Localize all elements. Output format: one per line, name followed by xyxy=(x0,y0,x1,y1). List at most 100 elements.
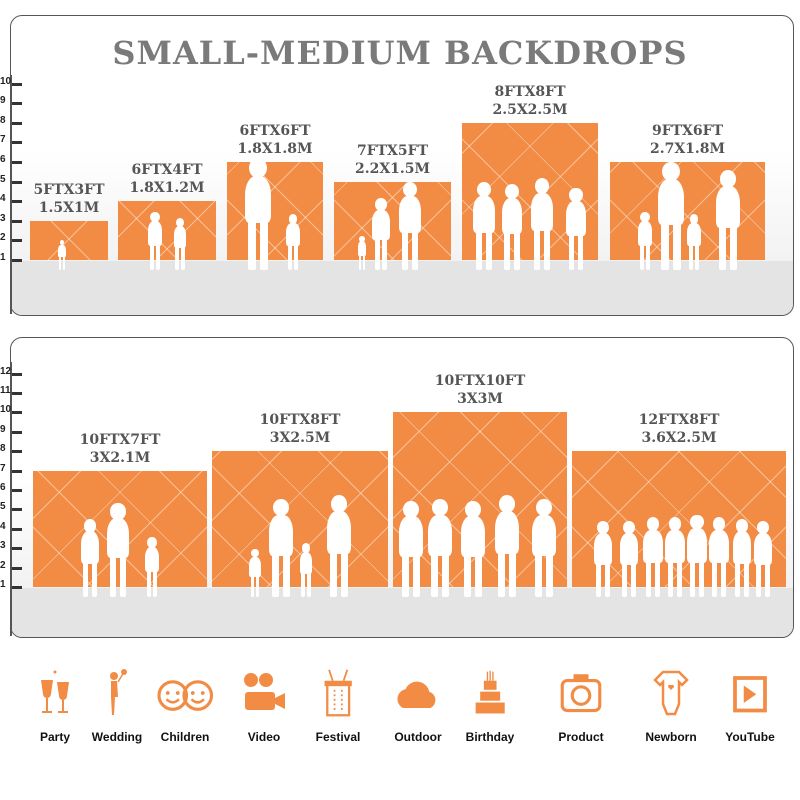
person-silhouette xyxy=(685,515,709,597)
torso xyxy=(665,529,685,564)
torso xyxy=(501,197,523,234)
head xyxy=(273,499,289,517)
legs xyxy=(156,243,161,270)
torso xyxy=(530,192,554,232)
head xyxy=(498,495,516,513)
legs xyxy=(62,256,65,270)
torso xyxy=(461,516,485,557)
legs xyxy=(509,550,517,597)
size-feet: 5FTX3FT xyxy=(33,181,105,198)
head xyxy=(719,170,736,188)
legs xyxy=(181,246,185,270)
legs xyxy=(718,224,726,270)
person-silhouette xyxy=(141,537,163,597)
size-feet: 10FTX8FT xyxy=(259,412,341,429)
head xyxy=(534,178,550,195)
size-feet: 12FTX8FT xyxy=(638,412,720,429)
axis-tick: 8 xyxy=(0,443,22,455)
use-case-label: Festival xyxy=(315,730,361,744)
gift-box-icon xyxy=(303,668,373,718)
axis-tick: 12 xyxy=(0,366,22,378)
legs xyxy=(272,551,280,597)
legs xyxy=(596,562,602,597)
torso xyxy=(299,551,313,575)
legs xyxy=(695,244,700,270)
head xyxy=(569,188,583,203)
children-faces-icon xyxy=(150,668,220,718)
tick-mark xyxy=(12,586,22,589)
head xyxy=(735,519,749,533)
legs xyxy=(175,246,179,270)
legs xyxy=(497,550,505,597)
legs xyxy=(711,560,718,597)
use-case-label: Party xyxy=(39,730,71,744)
tick-mark xyxy=(12,121,22,125)
legs xyxy=(676,560,683,597)
tick-mark xyxy=(12,469,22,473)
legs xyxy=(374,236,380,270)
baby-onesie-icon xyxy=(636,668,706,718)
use-case-children: Children xyxy=(150,668,220,744)
use-case-product: Product xyxy=(546,668,616,744)
legs xyxy=(412,552,420,597)
person-silhouette xyxy=(684,214,703,270)
legs xyxy=(673,220,681,270)
axis-tick: 4 xyxy=(0,521,22,533)
person-silhouette xyxy=(663,517,687,597)
axis-tick: 1 xyxy=(0,252,22,264)
legs xyxy=(646,243,651,270)
size-meters: 1.8X1.8M xyxy=(237,141,313,157)
legs xyxy=(382,236,388,270)
torso xyxy=(286,222,300,247)
legs xyxy=(734,561,741,597)
legs xyxy=(250,574,255,597)
person-silhouette xyxy=(635,212,654,270)
size-meters: 2.2X1.5M xyxy=(354,160,431,177)
tick-label: 9 xyxy=(0,95,6,107)
head xyxy=(175,218,185,228)
tick-mark xyxy=(12,141,22,145)
tick-label: 3 xyxy=(0,540,6,552)
legs xyxy=(545,551,553,597)
torso xyxy=(173,226,187,249)
tick-mark xyxy=(12,392,22,395)
tick-label: 8 xyxy=(0,114,6,126)
person-silhouette xyxy=(731,519,753,597)
torso xyxy=(58,244,66,258)
backdrop-label: 10FTX8FT 3X2.5M xyxy=(260,411,341,447)
tick-label: 2 xyxy=(0,559,6,571)
axis-tick: 6 xyxy=(0,482,22,494)
size-meters: 2.5X2.5M xyxy=(492,101,568,118)
person-silhouette xyxy=(618,521,640,597)
torso xyxy=(709,529,729,564)
use-case-label: Birthday xyxy=(465,730,515,744)
axis-tick: 9 xyxy=(0,423,22,436)
legs xyxy=(255,574,260,597)
size-meters: 3X2.1M xyxy=(89,449,151,466)
head xyxy=(646,517,660,532)
axis-tick: 5 xyxy=(0,174,22,186)
legs xyxy=(441,551,449,597)
person-silhouette xyxy=(326,495,352,597)
person-silhouette xyxy=(715,170,741,270)
page-title: SMALL-MEDIUM BACKDROPS xyxy=(112,34,688,72)
legs xyxy=(513,230,520,270)
torso xyxy=(715,186,740,228)
tick-label: 9 xyxy=(0,423,6,435)
legs xyxy=(402,552,410,597)
torso xyxy=(566,201,586,236)
legs xyxy=(667,560,674,597)
backdrop-rect xyxy=(118,201,216,260)
axis-tick: 10 xyxy=(0,76,22,88)
head xyxy=(110,503,126,520)
play-button-icon xyxy=(715,668,785,718)
head xyxy=(375,198,387,211)
person-silhouette xyxy=(494,495,520,597)
head xyxy=(359,236,365,242)
size-feet: 10FTX7FT xyxy=(79,431,161,448)
torso xyxy=(372,209,390,240)
use-case-outdoor: Outdoor xyxy=(383,668,453,744)
torso xyxy=(732,531,752,565)
head xyxy=(476,182,492,198)
size-feet: 8FTX8FT xyxy=(494,83,566,100)
